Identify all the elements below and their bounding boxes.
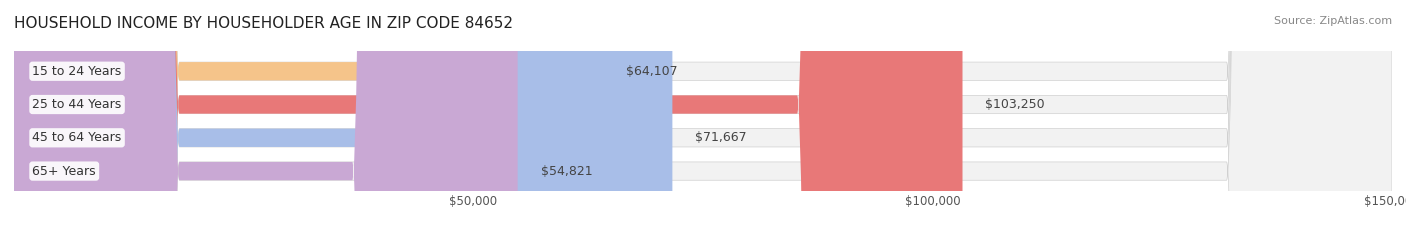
Text: Source: ZipAtlas.com: Source: ZipAtlas.com	[1274, 16, 1392, 26]
FancyBboxPatch shape	[14, 0, 517, 233]
FancyBboxPatch shape	[14, 0, 963, 233]
Text: 25 to 44 Years: 25 to 44 Years	[32, 98, 122, 111]
FancyBboxPatch shape	[14, 0, 1392, 233]
Text: 15 to 24 Years: 15 to 24 Years	[32, 65, 122, 78]
FancyBboxPatch shape	[14, 0, 1392, 233]
Text: $71,667: $71,667	[696, 131, 747, 144]
Text: $54,821: $54,821	[540, 164, 592, 178]
Text: $103,250: $103,250	[986, 98, 1045, 111]
FancyBboxPatch shape	[14, 0, 603, 233]
Text: 65+ Years: 65+ Years	[32, 164, 96, 178]
FancyBboxPatch shape	[14, 0, 1392, 233]
Text: $64,107: $64,107	[626, 65, 678, 78]
FancyBboxPatch shape	[14, 0, 672, 233]
FancyBboxPatch shape	[14, 0, 1392, 233]
Text: HOUSEHOLD INCOME BY HOUSEHOLDER AGE IN ZIP CODE 84652: HOUSEHOLD INCOME BY HOUSEHOLDER AGE IN Z…	[14, 16, 513, 31]
Text: 45 to 64 Years: 45 to 64 Years	[32, 131, 122, 144]
